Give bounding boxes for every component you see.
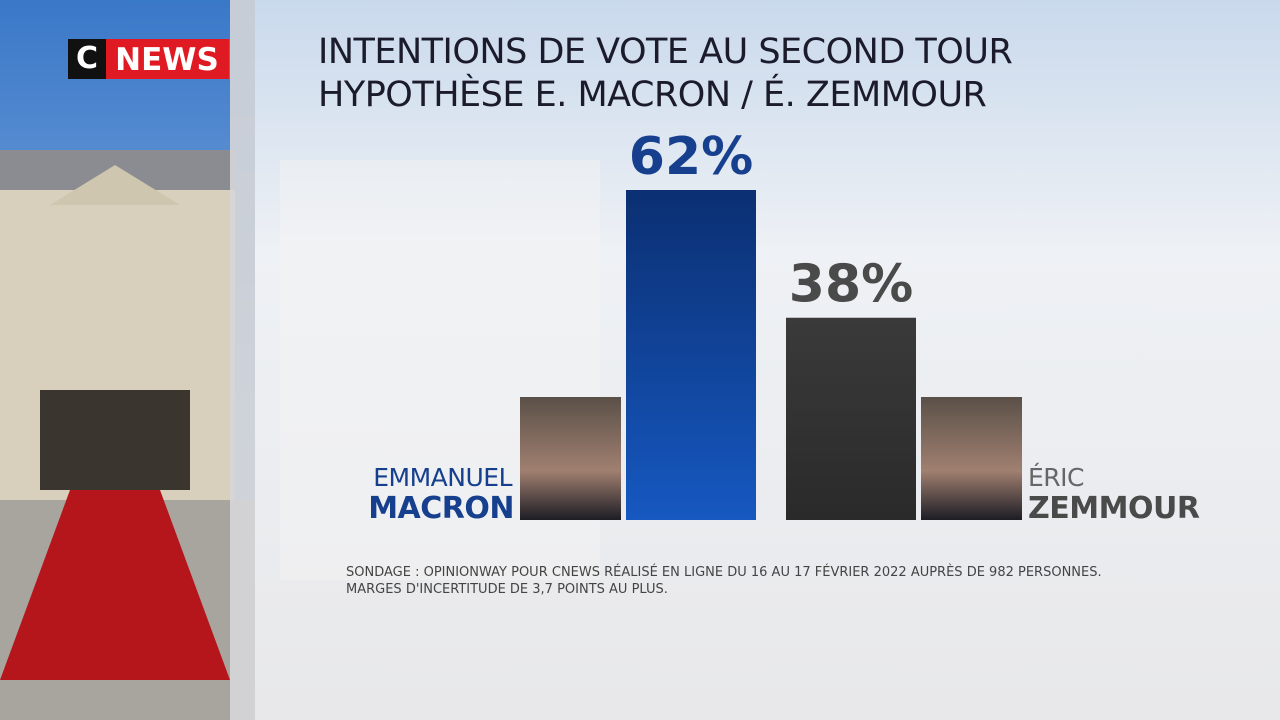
logo-c: C [76, 41, 98, 76]
last-name: MACRON [368, 491, 514, 526]
footnote: SONDAGE : OPINIONWAY POUR CNEWS RÉALISÉ … [346, 564, 1102, 580]
footnote: MARGES D'INCERTITUDE DE 3,7 POINTS AU PL… [346, 582, 668, 597]
portrait-macron [520, 397, 621, 520]
photo-panel [0, 0, 255, 720]
chart-subtitle: HYPOTHÈSE E. MACRON / É. ZEMMOUR [318, 73, 987, 115]
last-name: ZEMMOUR [1028, 491, 1200, 526]
bar [786, 317, 916, 520]
channel-logo: C NEWS [68, 39, 229, 79]
logo-news: NEWS [115, 42, 219, 78]
first-name: EMMANUEL [373, 463, 512, 492]
chart-title: INTENTIONS DE VOTE AU SECOND TOUR [318, 32, 1012, 72]
value-label: 38% [789, 255, 913, 315]
value-label: 62% [629, 127, 753, 187]
portrait-zemmour [921, 397, 1022, 520]
bar [626, 190, 756, 520]
first-name: ÉRIC [1028, 463, 1084, 492]
